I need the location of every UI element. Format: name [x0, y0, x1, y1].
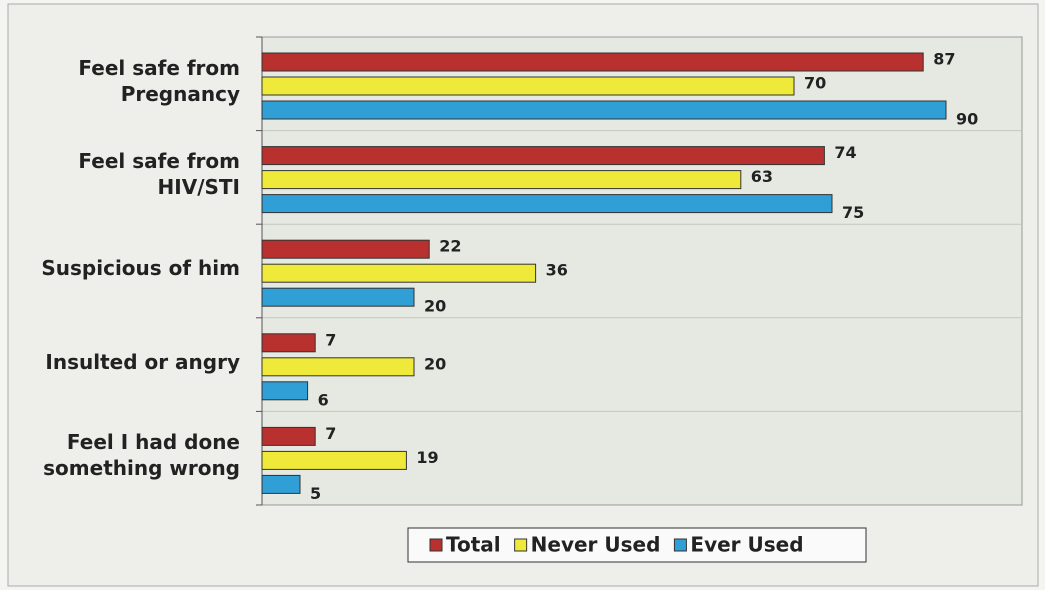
bar: [261, 239, 430, 259]
legend-box: [407, 527, 867, 563]
legend-swatch: [429, 538, 443, 552]
category-label: Insulted or angry: [45, 349, 240, 374]
bar: [261, 287, 415, 307]
bar: [261, 76, 795, 96]
category-label: Suspicious of him: [41, 256, 240, 280]
legend-swatch: [514, 538, 528, 552]
bar: [261, 450, 407, 470]
legend-label: Never Used: [531, 533, 661, 557]
legend-label: Total: [446, 533, 501, 557]
legend-label: Ever Used: [690, 533, 803, 557]
data-label: 70: [804, 74, 826, 93]
data-label: 20: [424, 354, 446, 373]
data-label: 7: [325, 424, 336, 443]
data-label: 36: [546, 261, 568, 280]
data-label: 20: [424, 297, 446, 316]
bar: [261, 426, 316, 446]
bar: [261, 381, 309, 401]
data-label: 63: [751, 167, 773, 186]
data-label: 90: [956, 110, 978, 129]
bar: [261, 263, 537, 283]
data-label: 19: [416, 448, 438, 467]
legend-swatch: [673, 538, 687, 552]
data-label: 6: [318, 390, 329, 409]
data-label: 22: [439, 237, 461, 256]
bar: [261, 357, 415, 377]
bar: [261, 146, 825, 166]
data-label: 87: [933, 50, 955, 69]
data-label: 5: [310, 484, 321, 503]
data-label: 7: [325, 330, 336, 349]
bar: [261, 52, 924, 72]
bar: [261, 170, 742, 190]
data-label: 74: [834, 143, 856, 162]
category-label: Feel safe from HIV/STI: [78, 149, 240, 200]
category-label: Feel safe from Pregnancy: [78, 55, 240, 106]
data-label: 75: [842, 203, 864, 222]
bar: [261, 333, 316, 353]
bar: [261, 474, 301, 494]
bar: [261, 100, 947, 120]
bar: [261, 194, 833, 214]
category-label: Feel I had done something wrong: [43, 430, 240, 481]
